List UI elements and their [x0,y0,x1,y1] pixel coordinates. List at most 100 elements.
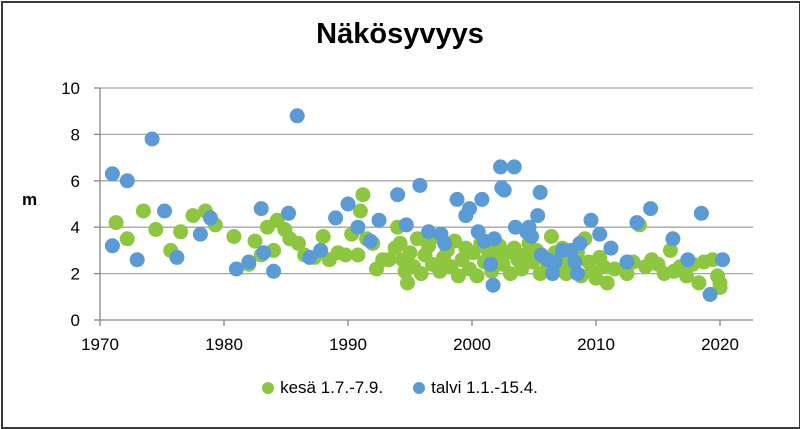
data-point-winter [104,166,120,182]
data-point-winter [390,187,406,203]
data-point-winter [702,287,718,302]
data-point-summer [352,203,368,219]
data-point-winter [328,210,344,226]
data-point-winter [530,208,546,224]
data-point-summer [226,229,242,244]
data-point-winter [496,182,512,198]
data-point-summer [691,275,707,291]
data-point-winter [493,159,508,175]
data-point-winter [362,233,378,249]
data-point-winter [583,212,599,228]
data-point-summer [409,231,425,247]
y-tick-label: 0 [71,311,80,330]
data-point-winter [437,235,453,251]
legend-label-summer: kesä 1.7.-7.9. [280,378,384,397]
data-point-summer [599,275,615,291]
data-point-summer [506,240,522,256]
data-point-winter [421,224,437,240]
data-point-winter [486,231,502,247]
data-point-summer [514,261,530,277]
data-point-winter [289,108,305,124]
data-point-summer [469,268,485,284]
data-point-winter [547,254,563,270]
data-point-winter [592,226,608,242]
data-point-winter [603,240,619,256]
data-point-winter [253,201,269,217]
data-point-winter [169,249,185,265]
data-point-summer [185,208,201,224]
data-point-winter [483,256,499,272]
data-point-summer [355,187,371,203]
y-tick-label: 8 [71,125,80,144]
data-point-winter [643,201,659,217]
data-point-summer [392,235,408,251]
data-point-winter [266,263,282,279]
data-point-summer [315,229,331,244]
data-point-winter [545,266,561,282]
data-point-winter [567,254,583,270]
data-point-summer [108,215,124,231]
data-point-summer [400,275,415,291]
data-point-summer [595,259,611,275]
data-point-summer [543,229,559,244]
data-point-winter [104,238,120,254]
data-point-winter [202,210,218,226]
data-point-winter [340,196,356,212]
data-point-winter [129,252,145,268]
data-point-winter [629,215,645,231]
data-point-winter [474,191,490,207]
data-point-winter [569,266,585,282]
data-point-winter [256,245,272,261]
legend-marker-winter-icon [413,382,426,394]
data-point-winter [449,191,465,207]
data-point-summer [413,266,429,282]
data-point-winter [524,229,539,244]
data-point-summer [662,242,678,258]
data-point-winter [192,226,208,242]
data-point-winter [157,203,172,219]
data-point-winter [350,219,366,235]
data-point-winter [412,177,428,193]
data-point-summer [619,266,635,282]
data-point-summer [148,222,164,237]
data-point-winter [693,205,709,221]
legend-item-winter: talvi 1.1.-15.4. [413,378,538,398]
data-point-winter [680,252,696,268]
y-tick-label: 6 [71,172,80,191]
data-point-summer [173,224,189,240]
data-point-winter [302,249,318,265]
legend-label-winter: talvi 1.1.-15.4. [431,378,538,397]
data-point-summer [247,233,263,249]
data-point-winter [532,184,548,200]
data-point-summer [588,270,604,286]
data-point-winter [619,254,635,270]
data-point-winter [228,261,244,277]
data-point-summer [338,247,353,263]
data-point-summer [135,203,151,219]
data-point-winter [398,217,414,233]
y-axis-label: m [22,190,38,209]
data-point-summer [607,261,623,277]
chart-title: Näkösyvyys [316,18,484,50]
data-point-winter [485,277,501,293]
x-tick-label: 2020 [701,335,739,354]
data-point-winter [241,254,257,270]
legend-marker-summer-icon [262,382,275,394]
data-point-summer [290,235,306,251]
data-point-winter [506,159,522,175]
y-tick-label: 2 [71,265,80,284]
x-tick-label: 1980 [205,335,243,354]
data-point-winter [462,201,477,217]
data-point-winter [281,205,296,221]
data-point-summer [450,268,466,284]
data-point-summer [119,231,135,247]
data-point-winter [119,173,135,189]
y-tick-label: 10 [61,79,80,98]
data-point-winter [665,231,681,247]
data-point-summer [381,252,397,268]
x-tick-label: 1970 [81,335,119,354]
y-tick-label: 4 [71,218,80,237]
data-point-winter [371,212,387,228]
